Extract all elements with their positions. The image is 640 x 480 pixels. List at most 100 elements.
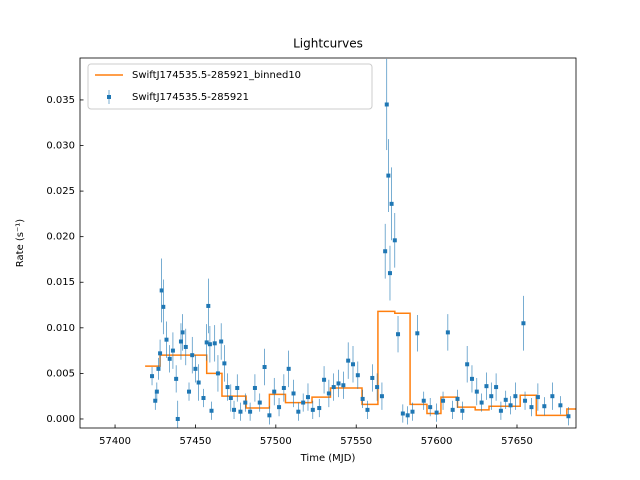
data-point	[460, 408, 465, 413]
data-point	[383, 249, 388, 254]
data-point	[201, 396, 206, 401]
data-point	[235, 385, 240, 390]
data-point	[252, 385, 257, 390]
data-point	[503, 397, 508, 402]
data-point	[513, 394, 518, 399]
x-tick-label: 57600	[421, 436, 453, 447]
data-point	[180, 330, 185, 335]
data-point	[484, 384, 489, 389]
data-point	[428, 405, 433, 410]
data-point	[441, 398, 446, 403]
y-tick-label: 0.020	[46, 232, 75, 243]
data-point	[281, 385, 286, 390]
data-point	[257, 400, 262, 405]
data-point	[400, 411, 405, 416]
y-tick-label: 0.010	[46, 323, 75, 334]
data-point	[232, 407, 237, 412]
data-point	[410, 409, 415, 414]
data-point	[183, 344, 188, 349]
data-point	[469, 376, 474, 381]
data-point	[351, 362, 356, 367]
y-tick-label: 0.005	[46, 368, 75, 379]
data-point	[494, 385, 499, 390]
data-point	[386, 173, 391, 178]
data-point	[161, 304, 166, 309]
data-point	[445, 330, 450, 335]
data-point	[238, 409, 243, 414]
data-point	[228, 396, 233, 401]
data-point	[375, 385, 380, 390]
data-point	[455, 396, 460, 401]
legend-label: SwiftJ174535.5-285921	[132, 92, 249, 103]
data-point	[317, 406, 322, 411]
data-point	[396, 332, 401, 337]
data-point	[389, 201, 394, 206]
data-point	[365, 407, 370, 412]
data-point	[174, 376, 179, 381]
data-point	[209, 408, 214, 413]
x-tick-label: 57400	[99, 436, 131, 447]
data-point	[167, 356, 172, 361]
data-point	[154, 389, 159, 394]
data-point	[170, 348, 175, 353]
data-point	[159, 288, 164, 293]
x-axis-label: Time (MJD)	[300, 453, 356, 464]
data-point	[225, 385, 230, 390]
data-point	[370, 375, 375, 380]
data-point	[566, 414, 571, 419]
data-point	[450, 407, 455, 412]
data-point	[558, 403, 563, 408]
y-tick-label: 0.030	[46, 141, 75, 152]
y-tick-label: 0.025	[46, 186, 75, 197]
data-point	[523, 398, 528, 403]
data-point	[190, 353, 195, 358]
data-point	[193, 366, 198, 371]
data-point	[178, 339, 183, 344]
data-point	[206, 303, 211, 308]
data-point	[360, 396, 365, 401]
axes: 57400 57450 57500 57550 57600 57650 0.000 0.005…	[46, 95, 533, 447]
data-point	[243, 400, 248, 405]
y-tick-label: 0.015	[46, 277, 75, 288]
data-point	[346, 358, 351, 363]
data-point	[434, 410, 439, 415]
data-point	[212, 341, 217, 346]
data-point	[415, 331, 420, 336]
plot-frame	[79, 57, 577, 429]
data-point	[387, 271, 392, 276]
legend-label: SwiftJ174535.5-285921_binned10	[132, 70, 301, 81]
x-tick-label: 57450	[180, 436, 212, 447]
data-point	[489, 394, 494, 399]
data-point	[479, 400, 484, 405]
data-point	[153, 398, 158, 403]
data-point	[150, 374, 155, 379]
data-point	[248, 409, 253, 414]
y-tick-label: 0.000	[46, 414, 75, 425]
data-point	[305, 395, 310, 400]
data-point	[286, 366, 291, 371]
data-point	[521, 321, 526, 326]
data-point	[392, 238, 397, 243]
data-point	[535, 395, 540, 400]
legend: SwiftJ174535.5-285921_binned10 SwiftJ1745…	[87, 63, 373, 110]
x-tick-label: 57550	[340, 436, 372, 447]
data-point	[158, 351, 163, 356]
data-point	[277, 405, 282, 410]
y-axis-label: Rate (s⁻¹)	[15, 219, 26, 268]
x-tick-label: 57650	[501, 436, 533, 447]
data-point	[379, 394, 384, 399]
data-point	[272, 389, 277, 394]
data-point	[550, 394, 555, 399]
legend-box	[87, 63, 373, 110]
data-point	[405, 413, 410, 418]
data-point	[310, 407, 315, 412]
data-point	[508, 403, 513, 408]
data-point	[222, 361, 227, 366]
step-line	[145, 310, 576, 417]
data-point	[291, 391, 296, 396]
data-point	[301, 400, 306, 405]
data-point	[187, 389, 192, 394]
x-tick-label: 57500	[260, 436, 292, 447]
legend-swatch	[107, 95, 111, 99]
